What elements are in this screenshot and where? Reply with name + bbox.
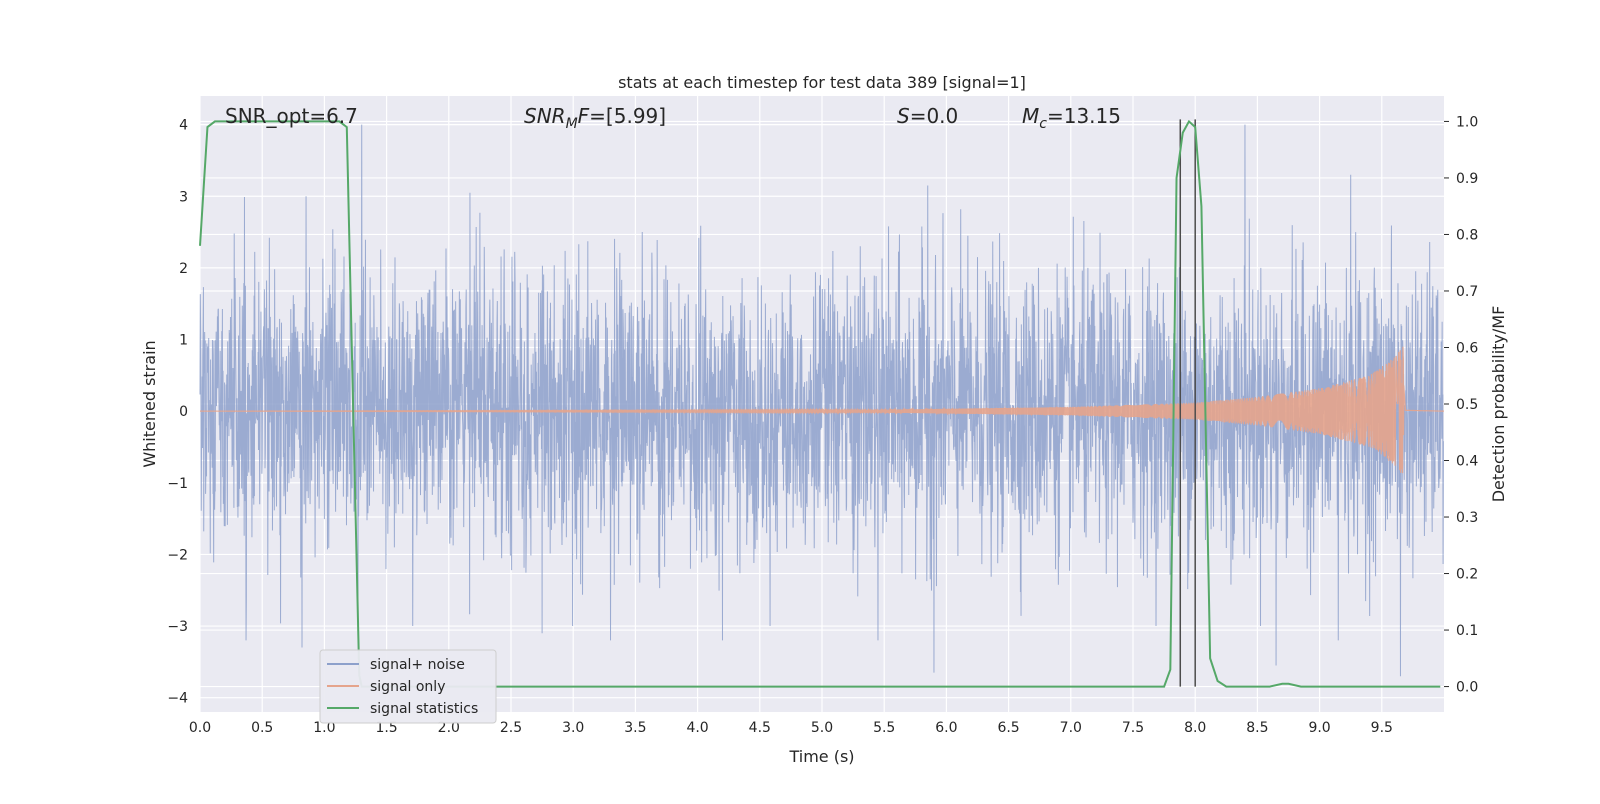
- y-right-tick-label: 0.4: [1456, 454, 1478, 470]
- x-tick-label: 5.5: [873, 720, 895, 736]
- x-tick-label: 8.5: [1246, 720, 1268, 736]
- y-axis-label: Whitened strain: [140, 340, 159, 467]
- annotation-snr-opt: SNR_opt=6.7: [225, 104, 358, 128]
- y-right-tick-label: 0.1: [1456, 623, 1478, 639]
- x-tick-label: 6.5: [997, 720, 1019, 736]
- y-right-tick-label: 0.3: [1456, 510, 1478, 526]
- y-tick-label: −3: [167, 619, 188, 635]
- x-tick-label: 7.5: [1122, 720, 1144, 736]
- y-right-tick-labels: 0.0 0.1 0.2 0.3 0.4 0.5 0.6 0.7 0.8 0.9 1.0: [1456, 114, 1478, 695]
- annotation-snr-mf: SNRMF=[5.99]: [524, 104, 666, 132]
- annotation-s: S=0.0: [897, 104, 958, 128]
- y-tick-label: 4: [179, 118, 188, 134]
- legend-label-noise: signal+ noise: [370, 657, 465, 673]
- y-tick-label: 1: [179, 333, 188, 349]
- y-right-tick-label: 0.6: [1456, 340, 1478, 356]
- y-tick-labels: −4 −3 −2 −1 0 1 2 3 4: [167, 118, 188, 707]
- x-tick-label: 3.0: [562, 720, 584, 736]
- x-tick-label: 4.0: [686, 720, 708, 736]
- y-tick-label: 0: [179, 404, 188, 420]
- x-tick-label: 3.5: [624, 720, 646, 736]
- y-right-tick-label: 0.7: [1456, 284, 1478, 300]
- y-right-tick-label: 0.9: [1456, 171, 1478, 187]
- y-right-tick-label: 0.5: [1456, 397, 1478, 413]
- x-tick-label: 2.5: [500, 720, 522, 736]
- legend: signal+ noise signal only signal statist…: [320, 650, 496, 723]
- x-tick-label: 8.0: [1184, 720, 1206, 736]
- x-tick-label: 7.0: [1060, 720, 1082, 736]
- annotation-mc: Mc=13.15: [1022, 104, 1121, 132]
- y-tick-label: −2: [167, 547, 188, 563]
- x-axis-label: Time (s): [788, 747, 854, 766]
- x-tick-label: 9.0: [1308, 720, 1330, 736]
- x-tick-label: 6.0: [935, 720, 957, 736]
- x-tick-label: 4.5: [749, 720, 771, 736]
- y-right-tick-label: 0.0: [1456, 680, 1478, 696]
- chart-title: stats at each timestep for test data 389…: [618, 73, 1026, 92]
- y-tick-label: 2: [179, 261, 188, 277]
- x-tick-label: 0.5: [251, 720, 273, 736]
- legend-label-stats: signal statistics: [370, 701, 478, 717]
- y-right-tick-label: 1.0: [1456, 114, 1478, 130]
- x-tick-label: 9.5: [1371, 720, 1393, 736]
- y-tick-label: −1: [167, 476, 188, 492]
- y-right-tick-label: 0.2: [1456, 567, 1478, 583]
- y-right-tick-label: 0.8: [1456, 227, 1478, 243]
- x-tick-label: 0.0: [189, 720, 211, 736]
- y-tick-label: 3: [179, 189, 188, 205]
- legend-label-signal: signal only: [370, 679, 445, 695]
- x-tick-label: 5.0: [811, 720, 833, 736]
- y-tick-label: −4: [167, 691, 188, 707]
- y-right-axis-label: Detection probability/MF: [1489, 306, 1508, 503]
